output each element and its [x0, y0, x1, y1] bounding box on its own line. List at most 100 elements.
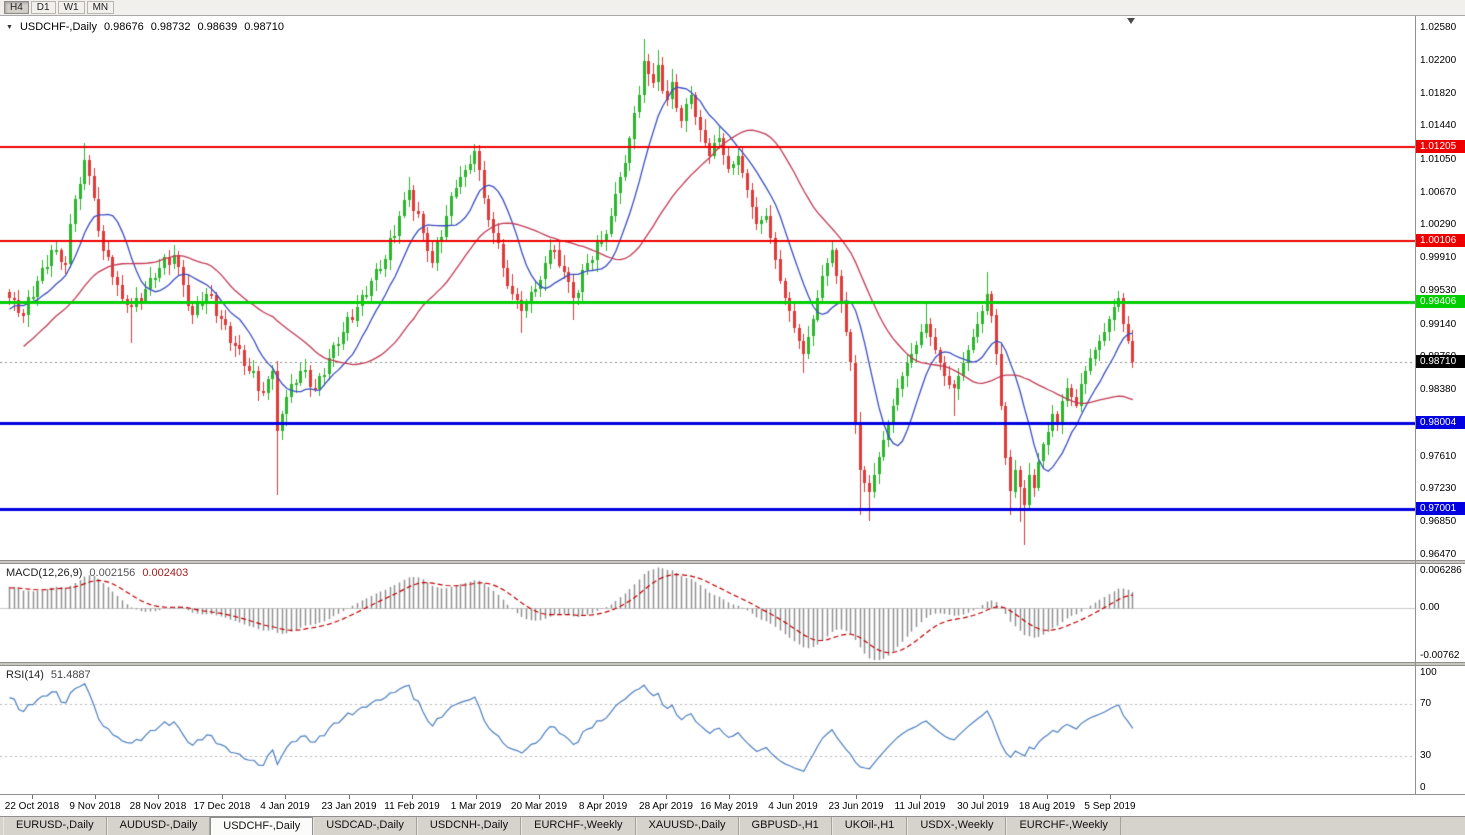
price-axis-label: 0.99140: [1420, 318, 1457, 330]
rsi-axis-label: 0: [1420, 782, 1426, 793]
price-axis-label: 1.02200: [1420, 54, 1457, 66]
collapse-arrow-icon[interactable]: ▼: [6, 23, 13, 31]
date-axis-label: 23 Jan 2019: [321, 801, 377, 812]
price-axis-label: 1.01820: [1420, 87, 1457, 99]
macd-name: MACD(12,26,9): [6, 567, 83, 579]
chart-shift-marker[interactable]: [1127, 18, 1135, 24]
date-axis-label: 23 Jun 2019: [828, 801, 884, 812]
date-axis-tick: [920, 795, 921, 799]
chart-tab-eurchf-weekly[interactable]: EURCHF-,Weekly: [521, 817, 636, 835]
rsi-canvas[interactable]: [0, 666, 1415, 794]
date-axis-tick: [32, 795, 33, 799]
date-axis-label: 9 Nov 2018: [69, 801, 121, 812]
rsi-axis-label: 70: [1420, 698, 1432, 710]
timeframe-button-mn[interactable]: MN: [86, 1, 115, 14]
price-level-tag-0-98004: 0.98004: [1416, 415, 1465, 429]
high-value: 0.98732: [150, 21, 191, 33]
chart-tab-eurusd-daily[interactable]: EURUSD-,Daily: [3, 817, 107, 835]
close-value: 0.98710: [244, 21, 284, 33]
date-axis-label: 16 May 2019: [700, 801, 758, 812]
panel-splitter[interactable]: [0, 662, 1465, 666]
chart-tab-usdx-weekly[interactable]: USDX-,Weekly: [907, 817, 1007, 835]
chart-tab-xauusd-daily[interactable]: XAUUSD-,Daily: [635, 817, 739, 835]
date-axis-label: 1 Mar 2019: [450, 801, 502, 812]
rsi-indicator-label: RSI(14) 51.4887: [6, 669, 91, 681]
date-axis-label: 22 Oct 2018: [4, 801, 60, 812]
current-price-tag: 0.98710: [1416, 354, 1465, 368]
rsi-value: 51.4887: [50, 669, 91, 681]
date-axis-tick: [95, 795, 96, 799]
price-chart-canvas[interactable]: [0, 16, 1415, 560]
date-axis-tick: [412, 795, 413, 799]
date-axis-tick: [222, 795, 223, 799]
chart-tab-usdcnh-daily[interactable]: USDCNH-,Daily: [416, 817, 522, 835]
chart-tab-ukoil-h1[interactable]: UKOil-,H1: [831, 817, 908, 835]
date-axis-label: 8 Apr 2019: [578, 801, 628, 812]
price-axis-label: 1.02580: [1420, 22, 1457, 34]
macd-indicator-label: MACD(12,26,9) 0.002156 0.002403: [6, 567, 188, 579]
price-axis-label: 1.01050: [1420, 153, 1457, 165]
macd-axis-label: 0.006286: [1420, 565, 1462, 576]
chart-tab-gbpusd-h1[interactable]: GBPUSD-,H1: [738, 817, 832, 835]
date-axis-tick: [476, 795, 477, 799]
date-axis-tick: [285, 795, 286, 799]
timeframe-button-d1[interactable]: D1: [30, 1, 56, 14]
macd-canvas[interactable]: [0, 564, 1415, 662]
date-axis-tick: [349, 795, 350, 799]
date-axis-tick: [729, 795, 730, 799]
macd-axis-label: -0.00762: [1420, 650, 1460, 661]
chart-tab-eurchf-weekly[interactable]: EURCHF-,Weekly: [1006, 817, 1121, 835]
price-axis-label: 0.98380: [1420, 384, 1457, 396]
price-axis-label: 0.97610: [1420, 450, 1457, 462]
timeframe-toolbar: H4 D1 W1 MN: [0, 0, 1465, 16]
chart-tab-usdcad-daily[interactable]: USDCAD-,Daily: [313, 817, 417, 835]
date-axis-label: 30 Jul 2019: [957, 801, 1009, 812]
price-axis-label: 1.01440: [1420, 120, 1457, 132]
date-axis-label: 17 Dec 2018: [193, 801, 251, 812]
macd-axis-label: 0.00: [1420, 602, 1440, 614]
date-axis-label: 11 Jul 2019: [894, 801, 946, 812]
date-axis-label: 18 Aug 2019: [1018, 801, 1076, 812]
price-axis-label: 0.99530: [1420, 285, 1457, 297]
date-axis-tick: [856, 795, 857, 799]
date-axis-label: 4 Jan 2019: [260, 801, 310, 812]
date-axis-label: 11 Feb 2019: [384, 801, 440, 812]
date-axis-tick: [1110, 795, 1111, 799]
price-axis-label: 0.99910: [1420, 252, 1457, 264]
date-axis-tick: [983, 795, 984, 799]
price-axis-label: 0.97230: [1420, 483, 1457, 495]
rsi-axis-label: 30: [1420, 749, 1432, 761]
date-axis-label: 28 Nov 2018: [129, 801, 187, 812]
chart-tab-audusd-daily[interactable]: AUDUSD-,Daily: [106, 817, 211, 835]
date-axis-label: 4 Jun 2019: [768, 801, 818, 812]
timeframe-button-w1[interactable]: W1: [57, 1, 85, 14]
rsi-axis-label: 100: [1420, 667, 1437, 678]
date-axis-label: 20 Mar 2019: [510, 801, 568, 812]
date-axis-tick: [666, 795, 667, 799]
rsi-name: RSI(14): [6, 669, 44, 681]
open-value: 0.98676: [103, 21, 144, 33]
price-axis-border: [1415, 16, 1416, 794]
date-axis-label: 5 Sep 2019: [1084, 801, 1136, 812]
symbol-period-label: USDCHF-,Daily: [19, 21, 97, 33]
panel-splitter[interactable]: [0, 560, 1465, 564]
date-axis-tick: [793, 795, 794, 799]
chart-ohlc-header: ▼ USDCHF-,Daily 0.98676 0.98732 0.98639 …: [6, 21, 284, 33]
date-axis-tick: [1047, 795, 1048, 799]
date-axis-tick: [158, 795, 159, 799]
price-level-tag-0-97001: 0.97001: [1416, 502, 1465, 516]
price-axis-label: 0.96850: [1420, 516, 1457, 528]
date-axis: [0, 794, 1465, 816]
date-axis-label: 28 Apr 2019: [639, 801, 693, 812]
price-axis-label: 1.00670: [1420, 186, 1457, 198]
chart-tab-usdchf-daily[interactable]: USDCHF-,Daily: [210, 817, 314, 835]
price-axis-label: 1.00290: [1420, 219, 1457, 231]
date-axis-tick: [539, 795, 540, 799]
low-value: 0.98639: [197, 21, 238, 33]
price-level-tag-0-99406: 0.99406: [1416, 294, 1465, 308]
chart-tabs-bar: EURUSD-,Daily AUDUSD-,Daily USDCHF-,Daily U…: [0, 816, 1465, 835]
macd-signal-value: 0.002403: [142, 567, 189, 579]
timeframe-button-h4[interactable]: H4: [4, 1, 29, 14]
macd-main-value: 0.002156: [89, 567, 136, 579]
